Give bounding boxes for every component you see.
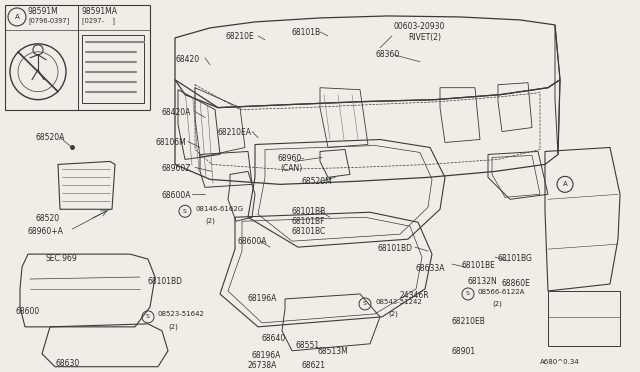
Text: S: S (146, 314, 150, 320)
Text: 68101BB: 68101BB (292, 207, 326, 216)
Bar (548, 291, 620, 346)
Text: S: S (466, 292, 470, 296)
Text: (2): (2) (388, 311, 398, 317)
Text: 68420: 68420 (175, 55, 199, 64)
Text: S: S (183, 209, 187, 214)
Text: 68210EB: 68210EB (452, 317, 486, 326)
Text: A680^0.34: A680^0.34 (540, 359, 580, 365)
Text: 68101BF: 68101BF (292, 217, 326, 226)
Text: 98591M: 98591M (28, 7, 59, 16)
Text: 08566-6122A: 08566-6122A (478, 289, 525, 295)
Text: 68101BD: 68101BD (148, 277, 183, 286)
Text: 68960+A: 68960+A (28, 227, 64, 236)
Text: 08543-51242: 08543-51242 (375, 299, 422, 305)
Bar (5, 5, 150, 110)
Text: RIVET(2): RIVET(2) (408, 33, 441, 42)
Text: A: A (15, 14, 19, 20)
Text: 08146-6162G: 08146-6162G (195, 206, 243, 212)
Text: 68960-: 68960- (278, 154, 305, 163)
Text: (2): (2) (205, 217, 215, 224)
Text: 68106M: 68106M (155, 138, 186, 147)
Text: 68551: 68551 (295, 341, 319, 350)
Text: 68860E: 68860E (502, 279, 531, 288)
Text: 24346R: 24346R (400, 291, 429, 300)
Text: (2): (2) (492, 301, 502, 307)
Text: 98591MA: 98591MA (82, 7, 118, 16)
Text: 68640: 68640 (262, 334, 286, 343)
Text: 68360: 68360 (375, 50, 399, 59)
Text: 68101BC: 68101BC (292, 227, 326, 236)
Text: 68520: 68520 (35, 214, 59, 223)
Text: 68132N: 68132N (468, 277, 498, 286)
Text: 68101BE: 68101BE (462, 261, 496, 270)
Text: 68196A: 68196A (252, 351, 282, 360)
Text: 08523-51642: 08523-51642 (158, 311, 205, 317)
Text: 68520M: 68520M (302, 177, 333, 186)
Text: 68621: 68621 (302, 361, 326, 370)
Text: S: S (363, 301, 367, 307)
Text: 68101B: 68101B (292, 28, 321, 37)
Text: 68600A: 68600A (238, 237, 268, 246)
Text: 68101BG: 68101BG (498, 254, 533, 263)
Text: 68513M: 68513M (318, 347, 349, 356)
Text: [0297-    ]: [0297- ] (82, 17, 115, 24)
Text: 68196A: 68196A (248, 294, 277, 303)
Text: 68101BD: 68101BD (378, 244, 413, 253)
Text: 68901: 68901 (452, 347, 476, 356)
Text: SEC.969: SEC.969 (45, 254, 77, 263)
Text: (2): (2) (168, 324, 178, 330)
Text: 68600: 68600 (15, 307, 39, 316)
Bar (82, 35, 144, 103)
Text: (CAN): (CAN) (280, 164, 302, 173)
Text: 68520A: 68520A (35, 132, 65, 141)
Text: 68210E: 68210E (225, 32, 253, 41)
Text: 68600A: 68600A (162, 191, 191, 201)
Text: 26738A: 26738A (248, 361, 277, 370)
Text: [0796-0397]: [0796-0397] (28, 17, 69, 24)
Text: 68960Z: 68960Z (162, 164, 191, 173)
Text: 68630: 68630 (55, 359, 79, 368)
Text: 68420A: 68420A (162, 108, 191, 117)
Text: 68633A: 68633A (415, 264, 445, 273)
Text: 68210EA: 68210EA (218, 128, 252, 137)
Text: 00603-20930: 00603-20930 (393, 22, 444, 31)
Text: A: A (563, 182, 568, 187)
